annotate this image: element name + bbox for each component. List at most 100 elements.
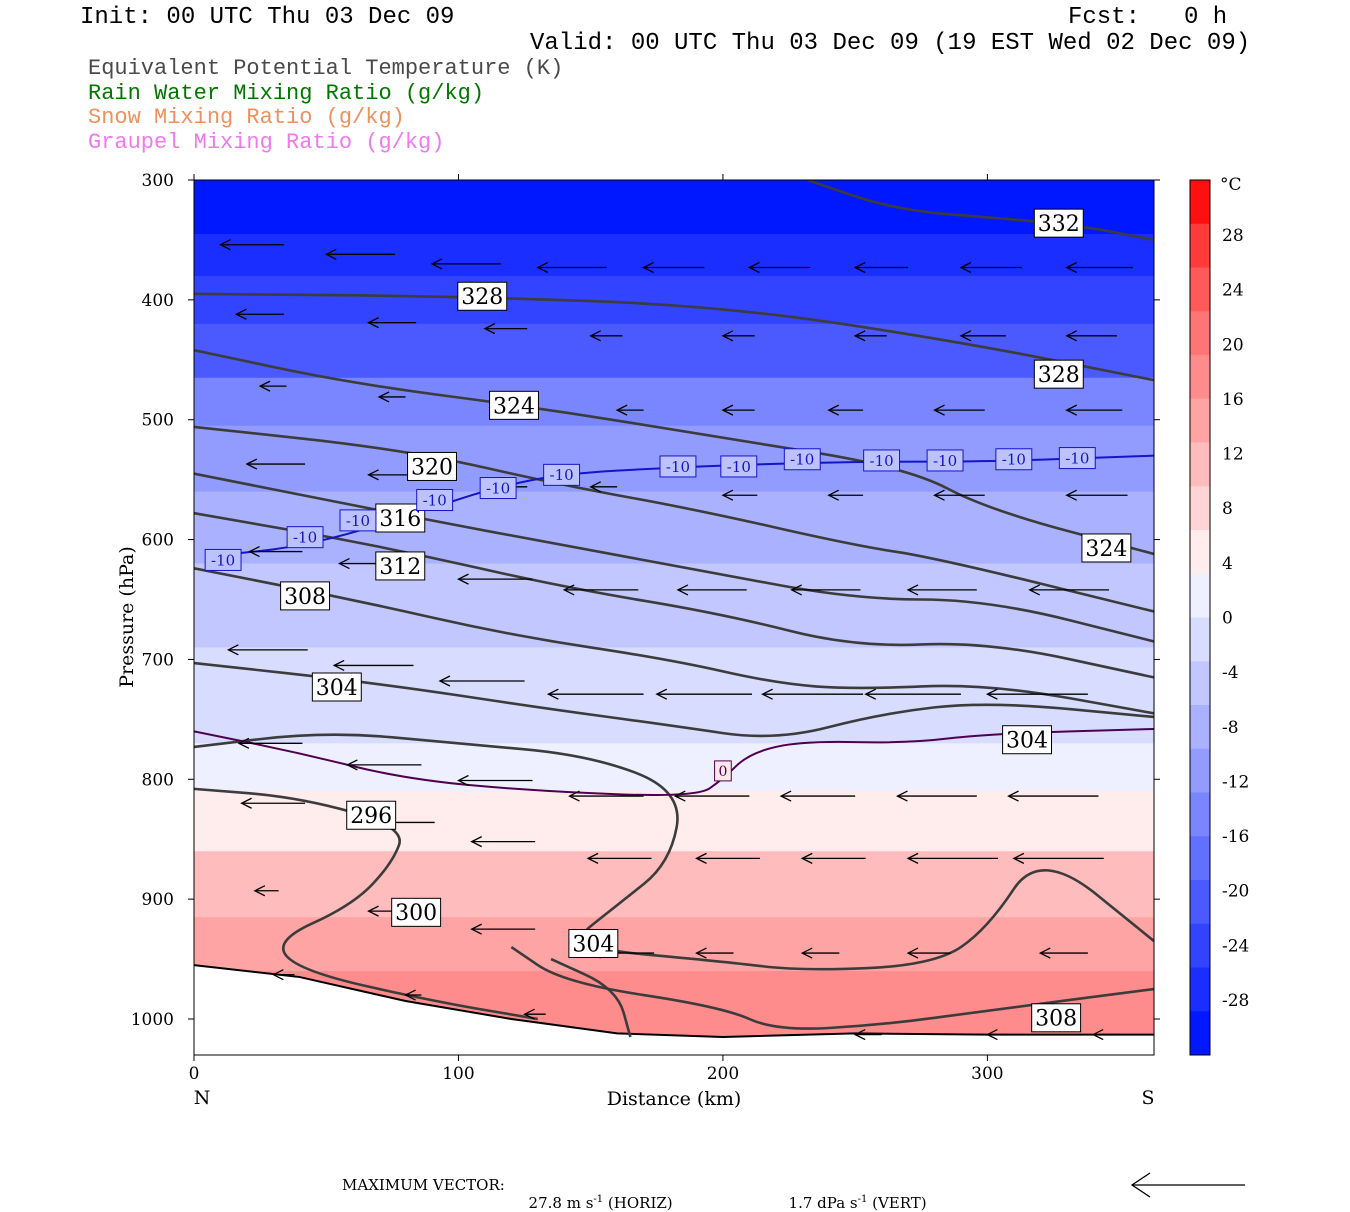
colorbar-label-3: 16 [1222,390,1244,410]
forecast-hour: 0 h [1184,4,1228,31]
wind-arrow-49 [345,759,422,771]
colorbar-swatch-3 [1190,311,1210,356]
legend-rain-water: Rain Water Mixing Ratio (g/kg) [88,81,485,106]
wind-arrow-41 [332,659,414,672]
zero-label-0-box [714,760,732,782]
colorbar-swatch-9 [1190,573,1210,618]
wind-arrow-head [827,489,840,501]
temp-band-12 [194,917,1154,973]
colorbar-swatch-1 [1190,223,1210,268]
x-tick-label-100: 100 [442,1064,474,1084]
wind-arrow-34 [457,573,533,585]
wind-arrow-head [800,852,813,864]
wind-arrow-head [695,852,707,864]
wind-arrow-48 [237,737,303,749]
wind-arrow-18 [377,391,406,403]
zero-degree-contour [194,727,1154,796]
theta-e-label-308-0: 308 [280,581,331,611]
wind-arrow-head [430,258,443,270]
terrain-line [194,964,1154,1038]
reference-vector-arrow [1130,1172,1245,1198]
wind-arrow-head [332,659,345,672]
theta-e-label-extra-0-box [391,897,442,927]
wind-arrow-head [258,380,271,392]
theta-e-label-296-0-box [346,800,397,830]
wind-arrow-head [655,688,668,700]
theta-e-label-320-0: 320 [407,451,457,481]
wind-arrow-24 [245,458,306,470]
minus10-label-0: -10 [204,548,242,571]
wind-arrow-head [226,644,239,656]
minus10-label-4-text: -10 [486,479,510,497]
wind-arrow-head [676,584,689,596]
wind-arrow-4 [642,261,705,274]
minus10-label-12-text: -10 [1065,449,1089,467]
minus10-label-12-box [1058,447,1096,470]
theta-e-label-332-0: 332 [1033,208,1084,238]
theta-e-contour-296 [194,787,539,1021]
wind-arrow-31 [1065,489,1128,501]
wind-arrow-head [1065,330,1078,342]
theta-e-label-320-0-text: 320 [411,455,453,480]
wind-arrow-head [338,557,350,570]
minus10-label-8: -10 [783,448,821,471]
minus10-label-4-box [479,477,517,500]
wind-arrow-74 [523,1008,546,1020]
wind-arrow-16 [1065,330,1117,342]
theta-e-label-304-1: 304 [1002,725,1053,755]
colorbar-swatch-17 [1190,923,1210,968]
temp-band-2 [194,275,1154,325]
wind-arrow-head [1065,404,1078,416]
wind-arrow-56 [240,797,306,809]
wind-arrow-55 [1007,790,1099,802]
theta-e-label-extra-0-text: 300 [395,901,437,926]
legend-snow: Snow Mixing Ratio (g/kg) [88,105,405,130]
theta-e-label-332-0-text: 332 [1038,212,1080,237]
colorbar-swatch-10 [1190,617,1210,662]
wind-arrow-head [324,248,337,260]
horiz-suffix: (HORIZ) [603,1194,673,1212]
wind-arrow-43 [546,688,644,700]
minus10-label-6-box [659,455,697,478]
temp-band-1 [194,233,1154,277]
wind-arrow-53 [779,790,856,802]
wind-arrow-38 [906,584,977,596]
colorbar-label-1: 24 [1222,281,1244,301]
minus10-label-6: -10 [659,455,697,478]
wind-arrow-29 [827,489,864,501]
theta-e-label-extra-1: 304 [568,928,619,958]
theta-e-contour-300 [194,733,1154,971]
wind-arrow-71 [1038,947,1088,959]
minus10-label-7: -10 [720,455,758,478]
colorbar-swatch-13 [1190,748,1210,793]
wind-arrow-head [367,317,379,329]
wind-arrow-head [985,688,998,700]
wind-arrow-head [761,688,773,700]
plot-frame [193,179,1155,1056]
wind-arrow-68 [695,947,734,959]
wind-arrow-head [248,545,260,558]
wind-arrow-28 [721,489,758,501]
wind-arrow-14 [853,330,887,342]
wind-arrow-44 [655,688,753,700]
wind-arrow-2 [430,258,501,270]
wind-arrow-30 [933,489,985,501]
wind-arrow-head [457,573,469,585]
minus10-label-11: -10 [995,448,1033,471]
wind-arrow-head [1028,584,1040,596]
colorbar-unit: °C [1220,175,1242,195]
forecast-label: Fcst: [1068,4,1141,31]
wind-arrow-61 [800,852,866,864]
theta-e-label-328-0-box [457,281,508,311]
wind-arrow-head [345,759,358,771]
minus10-label-1-text: -10 [293,529,317,547]
minus10-label-9-box [863,449,901,472]
x-axis-label: Distance (km) [607,1088,742,1110]
wind-arrow-73 [404,989,422,1001]
theta-e-label-324-1-text: 324 [1085,537,1127,562]
wind-arrow-head [853,261,866,274]
wind-arrow-3 [536,261,607,274]
wind-arrow-15 [959,330,1006,342]
y-tick-label-900: 900 [142,890,174,910]
theta-e-label-328-1-text: 328 [1038,363,1080,388]
